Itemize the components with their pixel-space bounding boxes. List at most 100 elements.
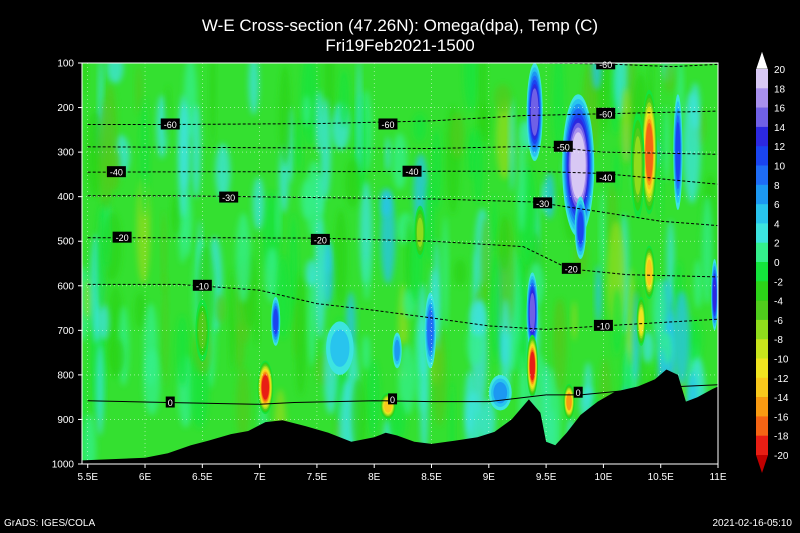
colorbar-label: 14 — [774, 123, 786, 134]
plot-frame — [81, 62, 719, 465]
contour-label-box — [160, 118, 180, 130]
omega-texture-cell — [252, 177, 265, 231]
omega-texture-cell — [490, 248, 500, 364]
omega-texture-cell — [320, 97, 331, 200]
contour-label-box — [596, 171, 616, 183]
y-tick-label: 700 — [57, 326, 74, 337]
colorbar-bin — [756, 107, 768, 128]
omega-texture-cell — [279, 64, 291, 166]
omega-texture-cell — [307, 269, 316, 367]
omega-texture-cell — [254, 307, 260, 346]
omega-texture-cell — [235, 212, 251, 303]
contour-label-box — [388, 393, 398, 405]
omega-texture-cell — [600, 189, 606, 279]
x-tick-label: 10.5E — [648, 472, 674, 483]
y-tick-label: 900 — [57, 415, 74, 426]
omega-feature-ring — [529, 351, 535, 381]
omega-texture-cell — [236, 367, 251, 444]
contour-label: -40 — [406, 167, 419, 177]
omega-texture-cell — [165, 85, 171, 140]
omega-texture-cell — [683, 91, 701, 204]
temperature-contour-line — [534, 63, 718, 68]
colorbar-label: -8 — [774, 335, 783, 346]
x-tick-label: 8.5E — [421, 472, 442, 483]
colorbar-bin — [756, 377, 768, 398]
contour-label-box — [402, 165, 422, 177]
omega-texture-cell — [82, 63, 88, 95]
omega-texture-cell — [591, 63, 602, 90]
omega-texture-cell — [301, 63, 318, 146]
omega-texture-cell — [98, 100, 114, 212]
y-tick-label: 500 — [57, 237, 74, 248]
omega-texture-cell — [500, 298, 511, 401]
colorbar: 20181614121086420-2-4-6-8-10-12-14-16-18… — [755, 50, 789, 473]
omega-texture-cell — [398, 343, 416, 415]
omega-texture-cell — [289, 213, 298, 329]
colorbar-label: 8 — [774, 181, 780, 192]
omega-texture-cell — [161, 210, 167, 291]
omega-texture-cell — [162, 274, 168, 388]
contour-label: -50 — [557, 142, 570, 152]
colorbar-label: 18 — [774, 84, 786, 95]
omega-texture-cell — [413, 113, 427, 142]
omega-texture-cell — [478, 398, 496, 444]
omega-texture-cell — [469, 301, 487, 337]
colorbar-label: -4 — [774, 297, 783, 308]
contour-label-box — [533, 197, 553, 209]
omega-texture-cell — [449, 111, 465, 159]
omega-texture-cell — [473, 126, 484, 204]
y-tick-label: 800 — [57, 370, 74, 381]
colorbar-bin — [756, 184, 768, 205]
colorbar-label: -18 — [774, 432, 789, 443]
colorbar-bin — [756, 69, 768, 89]
omega-texture-cell — [366, 359, 380, 437]
omega-texture-cell — [106, 63, 124, 84]
y-tick-label: 200 — [57, 103, 74, 114]
x-tick-label: 7.5E — [307, 472, 328, 483]
colorbar-bin — [756, 397, 768, 417]
contour-label: -10 — [597, 321, 610, 331]
omega-texture-cell — [302, 95, 311, 127]
colorbar-bin — [756, 416, 768, 436]
omega-feature-ring — [261, 375, 270, 400]
omega-texture-cell — [314, 216, 326, 340]
omega-texture-cell — [295, 118, 302, 175]
colorbar-bin — [756, 319, 768, 340]
omega-texture-cell — [84, 279, 92, 320]
contour-label: -30 — [536, 199, 549, 209]
contour-label-box — [192, 279, 212, 291]
omega-texture-cell — [491, 195, 498, 250]
omega-feature-ring — [416, 217, 424, 248]
omega-texture-cell — [657, 103, 663, 219]
contour-label: -60 — [381, 120, 394, 130]
contour-label: -30 — [222, 193, 235, 203]
contour-label-box — [165, 396, 175, 408]
omega-texture-cell — [300, 179, 314, 220]
colorbar-label: 4 — [774, 219, 780, 230]
chart-title: W-E Cross-section (47.26N): Omega(dpa), … — [201, 16, 599, 35]
contour-label-box — [310, 233, 330, 245]
contour-label: -20 — [565, 264, 578, 274]
omega-feature-ring — [638, 309, 644, 334]
temperature-contour-line — [87, 283, 718, 330]
omega-texture-cell — [509, 97, 515, 192]
omega-texture-cell — [140, 97, 149, 218]
omega-feature-ring — [394, 339, 400, 362]
temperature-contour-line — [87, 145, 718, 155]
y-tick-label: 300 — [57, 148, 74, 159]
omega-texture-cell — [641, 331, 654, 363]
omega-texture-cell — [686, 318, 702, 362]
omega-texture-cell — [191, 103, 201, 199]
omega-feature-ring — [646, 259, 653, 286]
colorbar-bin — [756, 262, 768, 282]
colorbar-bin — [756, 242, 768, 263]
colorbar-bin — [756, 358, 768, 379]
omega-field — [82, 63, 718, 464]
omega-texture-cell — [499, 213, 510, 272]
y-tick-label: 400 — [57, 192, 74, 203]
omega-texture-cell — [135, 65, 142, 115]
x-tick-label: 10E — [595, 472, 613, 483]
omega-texture-cell — [96, 204, 107, 310]
temperature-contour-line — [87, 195, 718, 227]
omega-feature-ring — [634, 136, 642, 195]
